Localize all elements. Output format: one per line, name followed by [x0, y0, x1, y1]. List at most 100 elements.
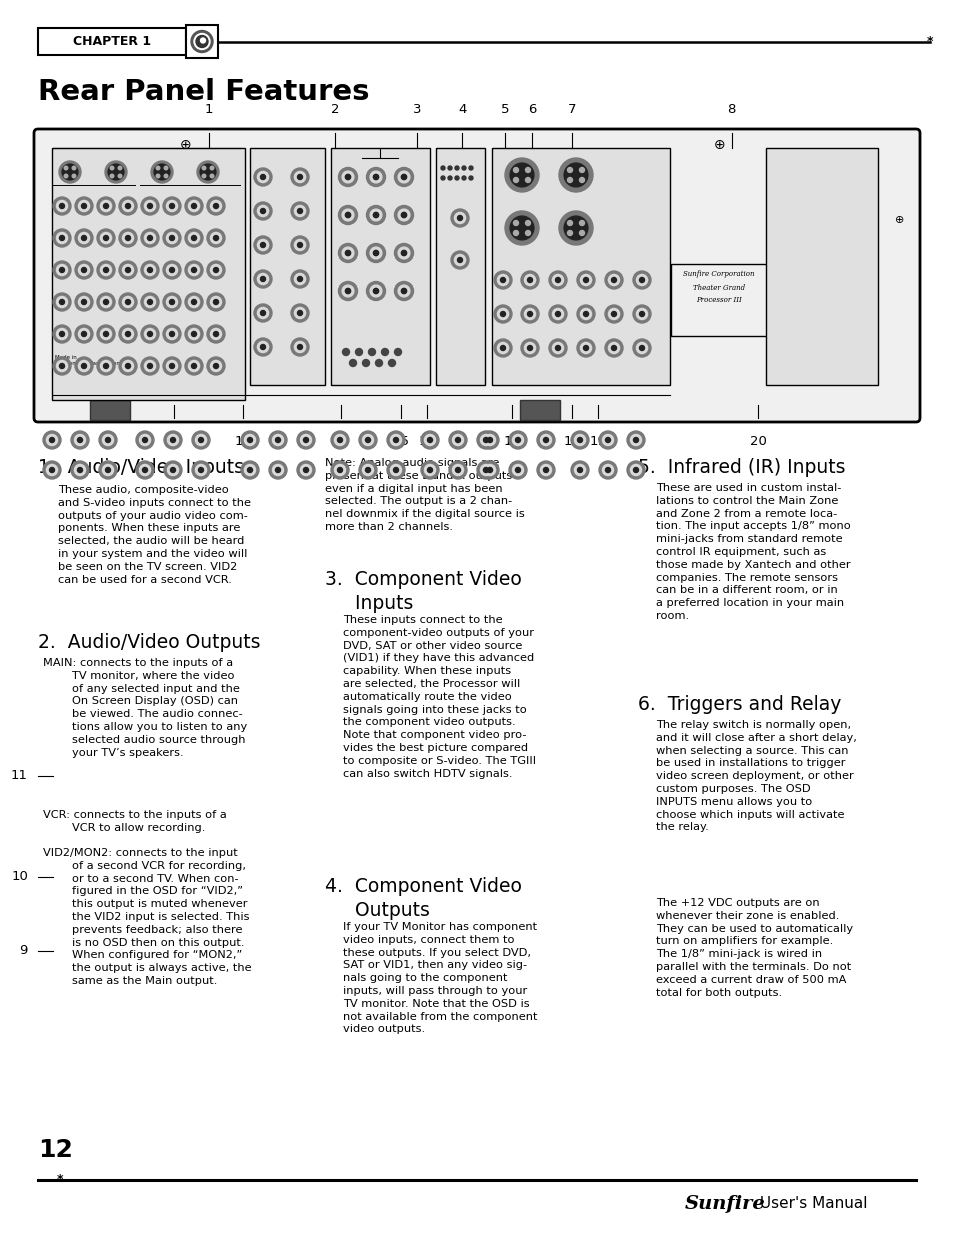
Circle shape	[608, 274, 618, 285]
Circle shape	[260, 209, 265, 214]
Circle shape	[275, 468, 280, 473]
FancyBboxPatch shape	[670, 264, 767, 336]
Circle shape	[537, 431, 555, 450]
Circle shape	[497, 274, 508, 285]
Circle shape	[291, 168, 309, 186]
Circle shape	[338, 205, 357, 225]
Circle shape	[59, 236, 65, 241]
Circle shape	[393, 468, 398, 473]
Circle shape	[105, 161, 127, 183]
Circle shape	[539, 435, 551, 446]
Circle shape	[56, 232, 68, 243]
Circle shape	[260, 242, 265, 247]
Circle shape	[78, 329, 90, 340]
Circle shape	[370, 209, 381, 221]
Circle shape	[102, 464, 113, 475]
Circle shape	[211, 361, 221, 372]
Circle shape	[291, 304, 309, 322]
Circle shape	[257, 341, 269, 352]
Text: 11: 11	[11, 769, 28, 782]
Circle shape	[633, 305, 650, 324]
Circle shape	[440, 177, 444, 180]
Circle shape	[141, 357, 159, 375]
Circle shape	[213, 204, 218, 209]
Circle shape	[525, 221, 530, 226]
Circle shape	[100, 264, 112, 275]
Circle shape	[103, 268, 109, 273]
Circle shape	[106, 468, 111, 473]
Circle shape	[300, 435, 312, 446]
Circle shape	[395, 243, 413, 263]
Circle shape	[103, 299, 109, 305]
Circle shape	[366, 243, 385, 263]
Circle shape	[164, 167, 168, 169]
Circle shape	[539, 464, 551, 475]
Circle shape	[77, 437, 82, 442]
Circle shape	[577, 270, 595, 289]
Text: These are used in custom instal-
lations to control the Main Zone
and Zone 2 fro: These are used in custom instal- lations…	[656, 483, 850, 621]
Circle shape	[247, 468, 253, 473]
Circle shape	[72, 167, 75, 169]
Circle shape	[273, 464, 283, 475]
Circle shape	[524, 274, 535, 285]
Circle shape	[527, 278, 532, 283]
Circle shape	[297, 209, 302, 214]
Circle shape	[342, 172, 354, 183]
Circle shape	[548, 338, 566, 357]
FancyBboxPatch shape	[797, 311, 856, 370]
Circle shape	[571, 461, 588, 479]
Circle shape	[513, 178, 518, 183]
Circle shape	[370, 285, 381, 296]
Circle shape	[457, 215, 462, 221]
Circle shape	[338, 168, 357, 186]
Circle shape	[211, 329, 221, 340]
Circle shape	[156, 167, 160, 169]
Circle shape	[494, 270, 512, 289]
Circle shape	[567, 231, 572, 236]
Circle shape	[273, 435, 283, 446]
Circle shape	[253, 270, 272, 288]
Circle shape	[185, 357, 203, 375]
Bar	[492, 148, 669, 385]
Circle shape	[633, 270, 650, 289]
Circle shape	[118, 174, 122, 178]
Circle shape	[144, 264, 155, 275]
Circle shape	[604, 305, 622, 324]
Circle shape	[163, 198, 181, 215]
Circle shape	[601, 464, 613, 475]
Circle shape	[303, 468, 308, 473]
Circle shape	[455, 437, 460, 442]
Circle shape	[294, 172, 305, 183]
Circle shape	[192, 431, 210, 450]
Circle shape	[633, 437, 638, 442]
Circle shape	[365, 468, 370, 473]
Circle shape	[387, 431, 405, 450]
Text: Made in
Snohomish Washington
U.S.A.: Made in Snohomish Washington U.S.A.	[55, 354, 120, 372]
Bar	[250, 148, 325, 385]
Circle shape	[294, 308, 305, 319]
Circle shape	[213, 236, 218, 241]
Circle shape	[148, 363, 152, 368]
Circle shape	[189, 296, 199, 308]
Circle shape	[75, 228, 92, 247]
Circle shape	[192, 461, 210, 479]
Circle shape	[119, 357, 137, 375]
Circle shape	[207, 325, 225, 343]
Circle shape	[451, 251, 469, 269]
Circle shape	[260, 174, 265, 179]
Circle shape	[189, 200, 199, 211]
Circle shape	[558, 158, 593, 191]
Text: VID2/MON2: connects to the input
        of a second VCR for recording,
        : VID2/MON2: connects to the input of a se…	[43, 848, 252, 986]
Circle shape	[454, 212, 465, 224]
Circle shape	[119, 261, 137, 279]
Text: ⊕: ⊕	[714, 138, 725, 152]
Circle shape	[47, 464, 57, 475]
Circle shape	[494, 305, 512, 324]
Circle shape	[345, 288, 351, 294]
Circle shape	[75, 357, 92, 375]
Circle shape	[56, 361, 68, 372]
Circle shape	[53, 198, 71, 215]
Text: 5.  Infrared (IR) Inputs: 5. Infrared (IR) Inputs	[638, 458, 844, 477]
Circle shape	[577, 305, 595, 324]
Circle shape	[247, 437, 253, 442]
